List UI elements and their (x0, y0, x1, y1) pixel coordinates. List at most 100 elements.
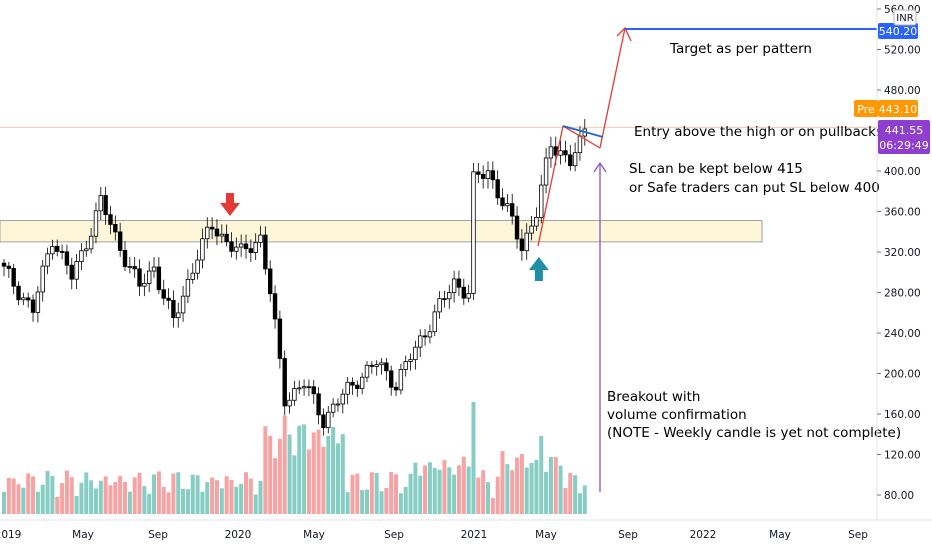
volume-bar (171, 473, 176, 514)
volume-bar (181, 488, 186, 514)
volume-bar (394, 474, 399, 514)
candle (21, 292, 26, 305)
candle (548, 136, 554, 168)
volume-bar (195, 475, 200, 514)
volume-bar (161, 486, 166, 514)
candlesticks (1, 119, 587, 436)
volume-bar (234, 486, 239, 514)
time-tick-label: 2019 (0, 529, 21, 541)
candle (16, 281, 21, 306)
time-tick-label: 2022 (690, 529, 717, 541)
volume-bar (239, 483, 244, 514)
volume-bar (302, 424, 307, 514)
candle (55, 239, 60, 257)
candle (572, 142, 578, 172)
candle (359, 372, 365, 395)
volume-bar (79, 482, 84, 514)
candle (238, 234, 244, 257)
candle (442, 290, 447, 308)
volume-bar (31, 476, 36, 514)
target-price-badge: 540.20 (878, 23, 918, 39)
candle (1, 259, 7, 277)
time-axis[interactable]: 2019 May Sep 2020 May Sep 2021 May Sep 2022 May Sep (0, 519, 932, 541)
volume-bar (123, 481, 127, 514)
candle (456, 270, 462, 297)
breakout-annotation-2: volume confirmation (607, 407, 747, 423)
candle (451, 270, 457, 303)
candle (539, 174, 544, 224)
target-price-value: 540.20 (879, 25, 918, 38)
volume-bar (156, 471, 161, 514)
candle (480, 165, 486, 189)
candle (364, 361, 370, 383)
volume-bar (529, 462, 534, 514)
premarket-value: 443.10 (879, 103, 918, 116)
volume-bar (89, 480, 94, 514)
candle (495, 170, 500, 205)
candle (229, 232, 234, 258)
volume-bar (147, 493, 152, 514)
volume-bar (573, 475, 578, 514)
candle (258, 226, 263, 248)
candle (563, 140, 568, 163)
volume-bar (244, 472, 248, 514)
volume-bar (432, 467, 437, 514)
candle (6, 261, 12, 278)
volume-bar (287, 434, 292, 514)
volume-bar (311, 432, 316, 514)
candle (287, 392, 292, 414)
candle (219, 224, 224, 244)
candle (427, 324, 433, 344)
candle (490, 161, 496, 189)
candle (69, 257, 74, 290)
candle (388, 365, 394, 396)
volume-bar (398, 493, 403, 514)
volume-bar (534, 459, 539, 514)
volume-bar (544, 471, 549, 514)
volume-bar (456, 465, 461, 514)
volume-bar (335, 443, 340, 514)
volume-bar (263, 426, 268, 514)
volume-bar (55, 496, 60, 514)
candle (568, 144, 573, 171)
candle (190, 263, 195, 284)
candle (509, 193, 515, 225)
volume-bar (282, 415, 287, 514)
volume-bar (316, 429, 321, 514)
time-tick-label: 2021 (461, 529, 488, 541)
volume-bars (2, 402, 587, 514)
breakout-arrowhead (593, 161, 607, 173)
volume-bar (2, 492, 6, 514)
volume-bar (229, 480, 234, 514)
volume-bar (137, 472, 142, 514)
time-tick-label: Sep (848, 529, 868, 541)
volume-bar (350, 474, 355, 514)
volume-bar (481, 470, 486, 514)
candle (84, 240, 89, 257)
volume-bar (74, 495, 79, 514)
candle (272, 285, 278, 329)
candle (195, 249, 200, 280)
volume-bar (452, 474, 457, 514)
volume-bar (132, 477, 137, 514)
candle (514, 206, 520, 249)
candle (45, 247, 50, 275)
volume-bar (379, 491, 384, 514)
candle (350, 377, 355, 395)
candle (413, 340, 418, 370)
candle (306, 379, 312, 397)
sl-annotation-1: SL can be kept below 415 (629, 161, 803, 177)
volume-bar (205, 482, 210, 514)
candle (79, 242, 84, 270)
volume-bar (26, 473, 31, 514)
candle (277, 310, 283, 369)
candle (98, 186, 103, 220)
volume-bar (461, 456, 466, 514)
volume-bar (60, 483, 65, 514)
volume-bar (500, 451, 505, 514)
projection-line-3 (599, 27, 626, 149)
volume-bar (50, 475, 55, 514)
last-price-countdown: 06:29:49 (879, 139, 928, 152)
projection-line-1 (537, 125, 564, 247)
